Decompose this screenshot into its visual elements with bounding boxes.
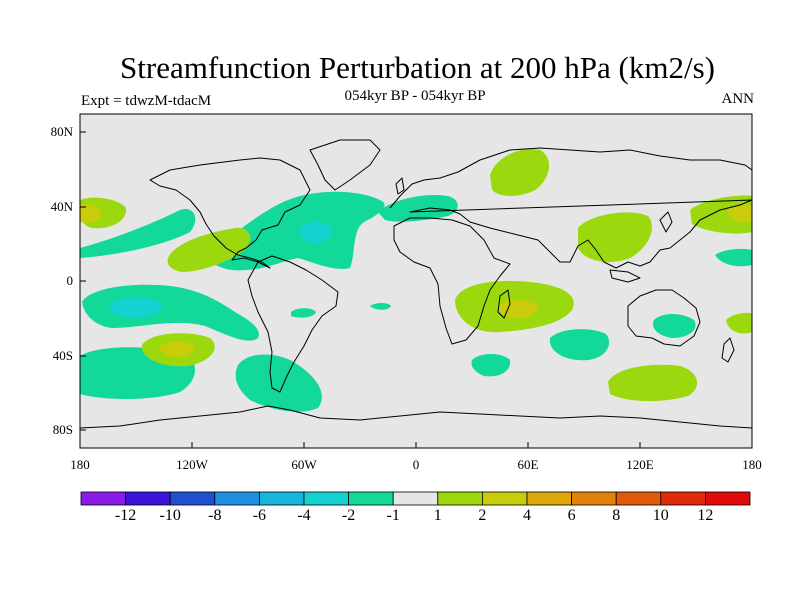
- colorbar-label: 8: [612, 507, 621, 524]
- colorbar-label: 6: [567, 507, 576, 524]
- anomaly-s-pacific-east-high: [608, 364, 698, 402]
- anomaly-s-indian-ocean: [549, 329, 610, 361]
- lat-label-40s: 40S: [52, 348, 73, 363]
- anomaly-e-pacific-high-core: [728, 204, 752, 223]
- coast-indonesia: [609, 269, 641, 283]
- anomaly-s-atlantic-small-2: [370, 303, 391, 310]
- colorbar-label: -10: [159, 507, 181, 524]
- colorbar-label: 10: [652, 507, 669, 524]
- colorbar-label: 4: [523, 507, 531, 524]
- anomaly-n-atlantic-core: [299, 222, 333, 244]
- coast-greenland: [309, 139, 381, 191]
- coast-europe-asia: [389, 147, 752, 269]
- anomaly-drake-passage: [235, 354, 322, 412]
- lon-label-60e: 60E: [517, 457, 539, 472]
- lat-label-40n: 40N: [50, 199, 73, 214]
- lat-label-0: 0: [66, 273, 74, 288]
- anomaly-s-indian-small: [471, 354, 511, 377]
- anomaly-s-indian-high-core: [497, 299, 538, 319]
- coast-africa: [393, 217, 511, 345]
- coast-antarctica: [80, 405, 752, 429]
- anomaly-e-pacific-tropics: [80, 209, 196, 258]
- lon-label-0: 0: [412, 457, 420, 472]
- coast-new-zealand: [721, 337, 735, 363]
- anomaly-australia-east: [652, 314, 696, 338]
- anomaly-w-pacific-high-core: [80, 204, 102, 223]
- colorbar-label: -4: [297, 507, 311, 524]
- colorbar-label: -2: [341, 507, 356, 524]
- anomaly-new-zealand-high: [726, 312, 752, 334]
- coast-madagascar: [497, 289, 511, 319]
- lon-label-120w: 120W: [176, 457, 208, 472]
- period-label: 054kyr BP - 054kyr BP: [344, 88, 486, 104]
- anomaly-central-pacific-high: [167, 227, 251, 272]
- axis-ticks: [79, 131, 753, 448]
- colorbar-label: -1: [386, 507, 400, 524]
- lon-label-180e: 180: [742, 457, 762, 472]
- colorbar-label: 2: [478, 507, 487, 524]
- anomaly-s-pacific-high-core: [159, 341, 195, 358]
- anomaly-asia-high: [578, 212, 652, 263]
- coast-japan: [659, 211, 673, 233]
- coast-australia: [627, 289, 701, 347]
- experiment-label: Expt = tdwzM-tdacM: [81, 93, 212, 109]
- lat-label-80s: 80S: [52, 422, 73, 437]
- anomaly-e-pacific-high: [690, 195, 752, 234]
- colorbar-label: 1: [433, 507, 442, 524]
- lat-label-80n: 80N: [50, 124, 73, 139]
- coast-north-america: [149, 157, 311, 269]
- anomaly-n-atlantic: [205, 191, 385, 271]
- anomaly-mediterranean: [378, 194, 458, 222]
- colorbar-label: -6: [252, 507, 267, 524]
- colorbar-label: -12: [114, 507, 137, 524]
- anomaly-s-pacific-core: [109, 297, 162, 318]
- lon-label-60w: 60W: [291, 457, 317, 472]
- anomaly-w-pacific: [715, 248, 752, 267]
- coast-uk: [395, 177, 405, 195]
- anomaly-s-atlantic-small: [291, 308, 316, 318]
- lon-label-120e: 120E: [626, 457, 654, 472]
- coast-south-america: [247, 255, 339, 393]
- colorbar-label: -8: [208, 507, 222, 524]
- colorbar-label: 12: [697, 507, 714, 524]
- anomaly-arctic-high: [490, 148, 550, 196]
- chart-title: Streamfunction Perturbation at 200 hPa (…: [120, 50, 715, 85]
- coastlines: [80, 139, 752, 429]
- lon-label-180w: 180: [70, 457, 90, 472]
- season-label: ANN: [721, 91, 755, 107]
